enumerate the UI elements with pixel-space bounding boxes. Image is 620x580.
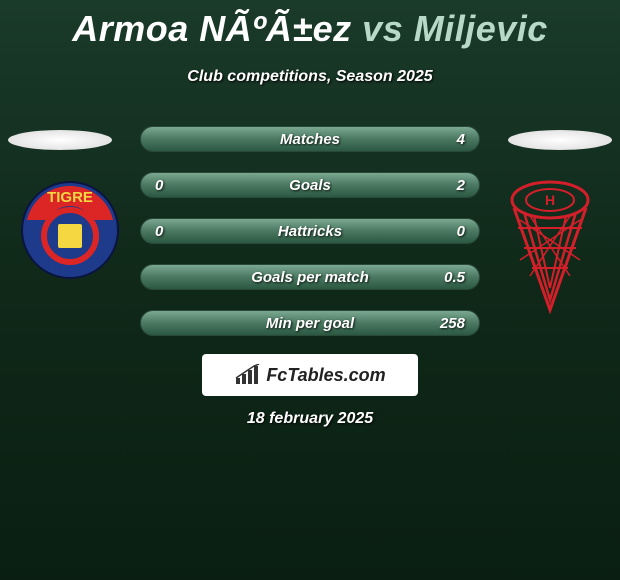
page-title: Armoa NÃºÃ±ez vs Miljevic xyxy=(0,0,620,50)
stat-row-hattricks: 0 Hattricks 0 xyxy=(140,218,480,244)
svg-text:H: H xyxy=(545,192,555,208)
team2-badge: H xyxy=(500,180,600,314)
player2-disc xyxy=(508,130,612,150)
player1-disc xyxy=(8,130,112,150)
stat-label: Min per goal xyxy=(141,315,479,332)
stat-right-value: 4 xyxy=(457,131,465,148)
stat-left-value: 0 xyxy=(155,177,163,194)
stat-row-goals-per-match: Goals per match 0.5 xyxy=(140,264,480,290)
stat-label: Hattricks xyxy=(141,223,479,240)
stat-right-value: 258 xyxy=(440,315,465,332)
stat-label: Goals xyxy=(141,177,479,194)
vs-text: vs xyxy=(362,8,403,49)
tigre-badge-icon: TIGRE xyxy=(20,180,120,280)
brand-text: FcTables.com xyxy=(266,365,385,386)
subtitle: Club competitions, Season 2025 xyxy=(0,68,620,86)
player1-name: Armoa NÃºÃ±ez xyxy=(72,8,351,49)
brand-box: FcTables.com xyxy=(202,354,418,396)
team1-badge: TIGRE xyxy=(20,180,120,280)
stat-right-value: 0.5 xyxy=(444,269,465,286)
stat-left-value: 0 xyxy=(155,223,163,240)
stat-label: Goals per match xyxy=(141,269,479,286)
date-text: 18 february 2025 xyxy=(0,410,620,428)
player2-name: Miljevic xyxy=(414,8,548,49)
stat-row-min-per-goal: Min per goal 258 xyxy=(140,310,480,336)
bar-chart-icon xyxy=(234,364,260,386)
svg-text:TIGRE: TIGRE xyxy=(47,189,93,206)
stat-label: Matches xyxy=(141,131,479,148)
huracan-badge-icon: H xyxy=(500,180,600,314)
stat-right-value: 0 xyxy=(457,223,465,240)
stats-container: Matches 4 0 Goals 2 0 Hattricks 0 Goals … xyxy=(140,126,480,356)
stat-row-matches: Matches 4 xyxy=(140,126,480,152)
stat-right-value: 2 xyxy=(457,177,465,194)
stat-row-goals: 0 Goals 2 xyxy=(140,172,480,198)
